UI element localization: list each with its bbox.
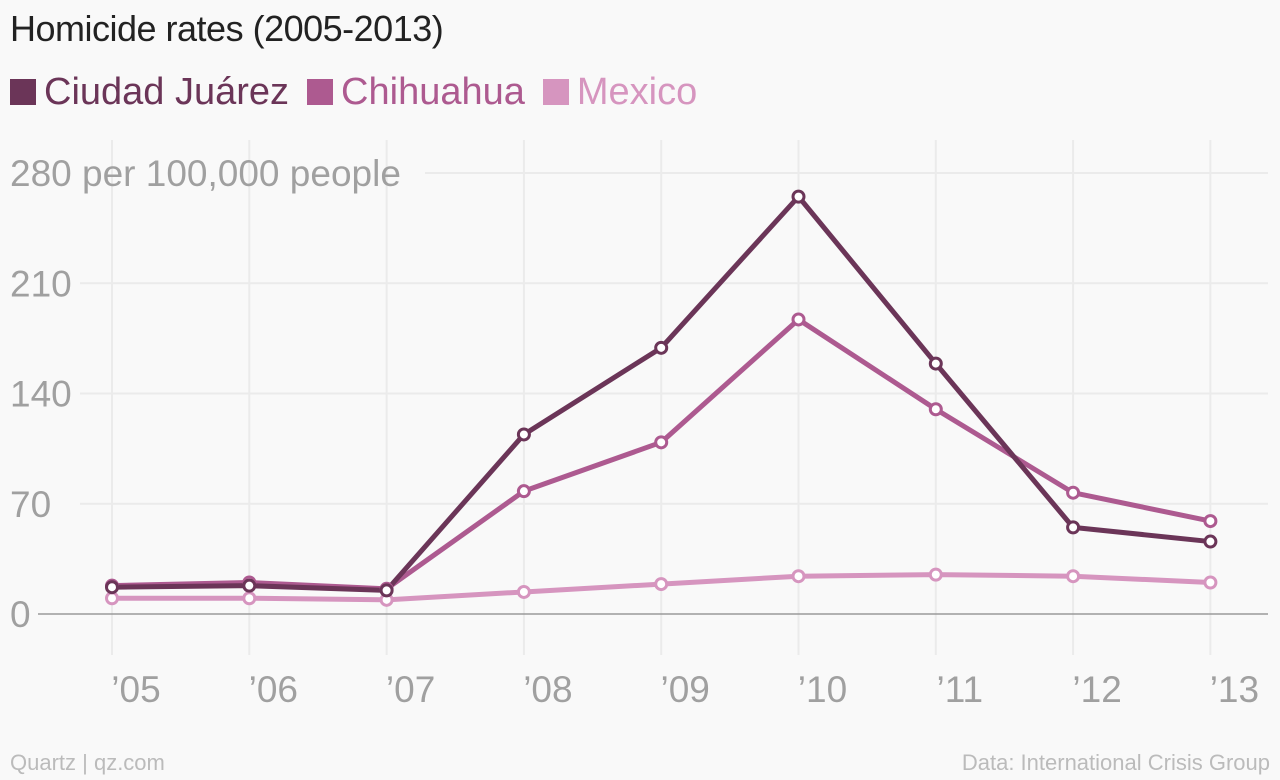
data-point (1203, 575, 1218, 590)
data-point (654, 577, 669, 592)
data-point (791, 312, 806, 327)
legend-item: Ciudad Juárez (10, 71, 289, 114)
data-point (516, 484, 531, 499)
y-tick-label: 280 per 100,000 people (10, 153, 401, 194)
data-point (1203, 534, 1218, 549)
axis-layer: 0 70 140 210 280 per 100,000 people ’05 ’06 ’07… (10, 153, 1259, 710)
data-point (928, 356, 943, 371)
legend: Ciudad Juárez Chihuahua Mexico (10, 68, 715, 116)
data-point (516, 584, 531, 599)
legend-label: Mexico (576, 70, 698, 113)
legend-swatch (10, 79, 36, 105)
data-point (242, 578, 257, 593)
data-point (105, 591, 119, 606)
data-point (1066, 520, 1081, 535)
x-tick-label: ’07 (386, 669, 435, 710)
y-tick-label: 210 (10, 263, 72, 304)
data-point (516, 427, 531, 442)
x-tick-label: ’09 (661, 669, 710, 710)
x-tick-label: ’12 (1072, 669, 1121, 710)
data-point (105, 580, 119, 595)
x-tick-label: ’13 (1210, 669, 1259, 710)
data-point (654, 435, 669, 450)
x-tick-label: ’06 (249, 669, 298, 710)
data-point (791, 189, 806, 204)
legend-swatch (307, 79, 334, 105)
data-point (379, 583, 394, 598)
data-point (1066, 569, 1081, 584)
x-tick-label: ’11 (936, 669, 983, 710)
data-point (1066, 485, 1081, 500)
y-tick-label: 70 (10, 484, 51, 525)
legend-label: Ciudad Juárez (44, 70, 290, 113)
data-point (242, 591, 257, 606)
legend-swatch (542, 79, 569, 105)
legend-label: Chihuahua (341, 70, 525, 113)
data-point (791, 569, 806, 584)
series-layer (105, 189, 1218, 607)
source-label: Quartz | qz.com (10, 750, 165, 775)
grid-layer (38, 140, 1268, 655)
data-point (1203, 514, 1218, 529)
legend-item: Chihuahua (307, 71, 525, 114)
x-tick-label: ’08 (523, 669, 572, 710)
data-point (928, 567, 943, 582)
y-tick-label: 140 (10, 374, 72, 415)
data-point (654, 340, 669, 355)
y-tick-label: 0 (10, 594, 31, 635)
x-tick-label: ’10 (798, 669, 847, 710)
line-chart: 0 70 140 210 280 per 100,000 people ’05 ’06 ’07… (10, 140, 1268, 710)
data-credit: Data: International Crisis Group (961, 750, 1270, 775)
legend-item: Mexico (542, 70, 698, 114)
chart-title: Homicide rates (2005-2013) (10, 8, 444, 49)
data-point (928, 402, 943, 417)
x-tick-label: ’05 (111, 669, 160, 710)
